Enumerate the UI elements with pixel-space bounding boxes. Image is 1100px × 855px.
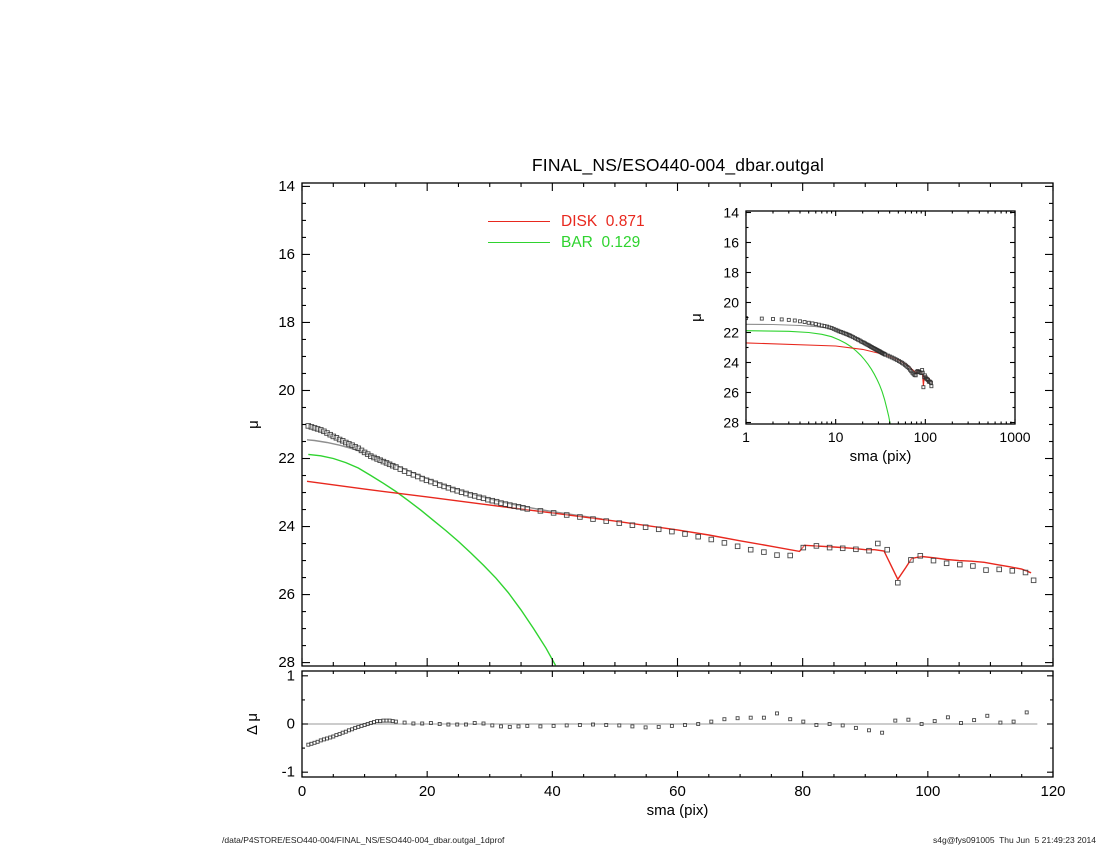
bar-model-line [308, 453, 557, 666]
inset-plot: 1 10 100 1000 14 16 18 20 22 24 26 28 μ sma (pix) [688, 205, 1031, 466]
tick-label: 14 [723, 205, 739, 221]
disk-legend-label: DISK 0.871 [561, 212, 645, 230]
file-path: /data/P4STORE/ESO440-004/FINAL_NS/ESO440… [222, 835, 505, 845]
tick-label: 18 [723, 265, 739, 281]
tick-label: 100 [915, 783, 940, 800]
tick-label: 14 [278, 178, 295, 195]
residual-series [306, 710, 1038, 747]
tick-label: 24 [723, 355, 739, 371]
residual-x-axis-label: sma (pix) [647, 802, 709, 819]
residual-data-points [306, 710, 1029, 747]
total-model-line [306, 439, 603, 520]
tick-label: 0 [298, 783, 306, 800]
tick-label: 26 [278, 586, 295, 603]
bar-model-line [746, 330, 891, 424]
residual-plot-frame [301, 670, 1054, 778]
tick-label: 22 [723, 325, 739, 341]
inset-y-axis-label: μ [688, 313, 705, 322]
tick-label: 40 [544, 783, 561, 800]
tick-label: 24 [278, 518, 295, 535]
tick-label: 22 [278, 450, 295, 467]
user-host-timestamp: s4g@fys091005 Thu Jun 5 21:49:23 2014 [932, 835, 1096, 845]
disk-model-line [306, 480, 1032, 581]
tick-label: 20 [419, 783, 436, 800]
tick-label: -1 [282, 764, 295, 781]
tick-label: 18 [278, 314, 295, 331]
profile-data-points [305, 423, 1037, 586]
tick-label: 100 [914, 429, 938, 445]
tick-label: 60 [669, 783, 686, 800]
main-plot-frame [301, 182, 1054, 667]
tick-label: 28 [723, 415, 739, 431]
main-series [305, 423, 1037, 666]
tick-label: 20 [723, 295, 739, 311]
tick-label: 80 [794, 783, 811, 800]
legend-item-0: DISK 0.871 [488, 211, 645, 232]
plot-title: FINAL_NS/ESO440-004_dbar.outgal [531, 155, 825, 175]
profile-data-points [746, 316, 934, 390]
legend: DISK 0.871 BAR 0.129 [488, 211, 645, 253]
tick-label: 1 [287, 667, 295, 684]
tick-label: 0 [287, 716, 295, 733]
inset-x-axis-label: sma (pix) [850, 448, 912, 465]
bar-legend-label: BAR 0.129 [561, 233, 641, 251]
inset-plot-frame [745, 210, 1016, 425]
tick-label: 1 [742, 429, 750, 445]
tick-label: 120 [1040, 783, 1065, 800]
tick-label: 1000 [999, 429, 1030, 445]
inset-series [746, 316, 934, 424]
disk-legend-line-icon [488, 221, 550, 222]
tick-label: 16 [278, 246, 295, 263]
main-plot: 14 16 18 20 22 24 26 28 μ [245, 178, 1054, 671]
tick-label: 16 [723, 235, 739, 251]
main-y-axis-label: μ [245, 420, 262, 429]
bar-legend-line-icon [488, 242, 550, 243]
tick-label: 20 [278, 382, 295, 399]
tick-label: 26 [723, 385, 739, 401]
residual-y-axis-label: Δ μ [244, 713, 261, 735]
tick-label: 10 [828, 429, 844, 445]
legend-item-1: BAR 0.129 [488, 232, 645, 253]
tick-label: 28 [278, 654, 295, 671]
